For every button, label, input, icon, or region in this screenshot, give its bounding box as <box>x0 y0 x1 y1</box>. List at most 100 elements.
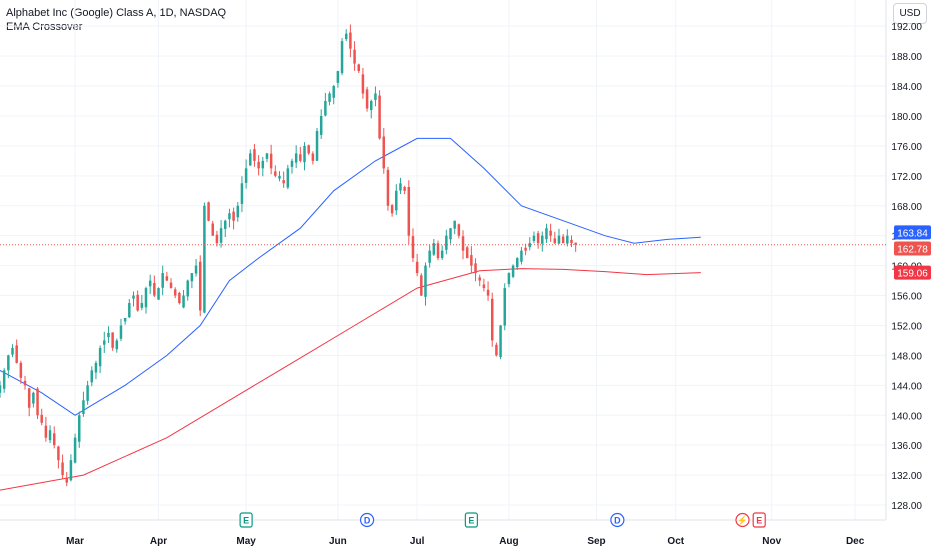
candle-body <box>15 345 18 363</box>
candle-body <box>190 273 194 282</box>
candle-body <box>98 347 102 367</box>
candle-body <box>111 332 114 348</box>
candle-body <box>269 153 273 169</box>
candle-body <box>332 86 335 98</box>
candle-body <box>52 433 56 446</box>
candle-body <box>86 385 89 401</box>
candle-body <box>370 101 373 111</box>
split-marker[interactable] <box>735 512 750 528</box>
x-tick-label: Oct <box>667 536 684 547</box>
candle-body <box>340 41 344 74</box>
indicator-label[interactable]: EMA Crossover <box>6 21 83 33</box>
candle-body <box>82 400 85 414</box>
candle-body <box>123 317 127 322</box>
candle-body <box>407 186 411 236</box>
candle-body <box>445 235 448 250</box>
candle-body <box>165 276 169 281</box>
candle-body <box>449 228 452 240</box>
candle-body <box>549 230 552 236</box>
candle-body <box>261 160 265 169</box>
y-tick-label: 176.00 <box>891 142 922 153</box>
candle-body <box>294 153 298 163</box>
y-tick-label: 180.00 <box>891 112 922 123</box>
candle-body <box>282 180 285 184</box>
candle-body <box>382 136 386 169</box>
candle-body <box>516 258 519 268</box>
candle-body <box>153 283 156 296</box>
candle-body <box>244 168 248 183</box>
candle-body <box>507 273 511 285</box>
ema-fast-price-label-bg <box>894 225 931 240</box>
candle-body <box>566 235 569 244</box>
candle-body <box>453 220 456 229</box>
y-tick-label: 188.00 <box>891 52 922 63</box>
ema-fast-price-label: 163.84 <box>897 228 928 239</box>
ema-fast-line <box>0 137 701 416</box>
candle-body <box>69 460 73 481</box>
event-marker-label: D <box>364 516 371 526</box>
ema-slow-line <box>0 268 701 491</box>
dividend-marker[interactable] <box>610 512 625 528</box>
candle-body <box>499 325 502 357</box>
candle-body <box>132 295 135 299</box>
candle-body <box>23 380 27 386</box>
candle-body <box>328 93 331 102</box>
ema-slow-price-label-bg <box>894 265 931 280</box>
earnings-marker[interactable] <box>464 512 478 528</box>
x-tick-label: May <box>236 536 256 547</box>
y-tick-label: 144.00 <box>891 381 922 392</box>
x-tick-label: Jun <box>329 536 347 547</box>
event-marker-label: D <box>614 516 621 526</box>
candle-body <box>128 303 131 318</box>
dividend-marker[interactable] <box>359 512 375 528</box>
candle-body <box>353 49 356 64</box>
x-tick-label: Dec <box>846 536 865 547</box>
candle-body <box>424 265 427 297</box>
candle-body <box>203 205 206 313</box>
y-tick-label: 136.00 <box>891 441 922 452</box>
candle-body <box>336 71 340 83</box>
candle-body <box>232 211 235 221</box>
candle-body <box>278 175 281 179</box>
y-tick-label: 156.00 <box>891 292 922 303</box>
candle-body <box>432 243 436 255</box>
candle-body <box>503 288 506 326</box>
candle-body <box>78 415 81 442</box>
candle-body <box>274 171 277 176</box>
candle-body <box>2 370 6 389</box>
candle-body <box>7 355 10 371</box>
x-tick-label: Sep <box>587 536 605 547</box>
earnings-marker[interactable] <box>752 512 766 528</box>
candle-body <box>528 243 532 248</box>
candle-body <box>19 362 23 378</box>
x-tick-label: Aug <box>499 536 518 547</box>
y-tick-label: 184.00 <box>891 82 922 93</box>
candle-body <box>173 289 177 296</box>
candle-body <box>386 169 390 206</box>
candle-body <box>511 265 515 277</box>
candle-body <box>103 340 106 345</box>
candle-body <box>73 437 77 463</box>
candle-body <box>249 153 252 166</box>
candle-body <box>457 224 461 236</box>
candle-body <box>436 243 440 259</box>
candle-body <box>440 250 444 258</box>
symbol-title[interactable]: Alphabet Inc (Google) Class A, 1D, NASDA… <box>6 7 227 19</box>
candle-body <box>44 425 48 438</box>
candle-body <box>40 414 43 423</box>
candle-body <box>90 370 94 383</box>
candle-body <box>357 64 360 72</box>
candle-body <box>520 250 523 262</box>
candle-body <box>286 168 290 188</box>
earnings-marker[interactable] <box>239 512 253 528</box>
currency-button[interactable]: USD <box>893 3 927 24</box>
candle-body <box>482 284 486 289</box>
candle-body <box>265 153 269 159</box>
candle-body <box>299 154 302 161</box>
candle-body <box>574 242 577 245</box>
candle-body <box>198 261 202 311</box>
candle-body <box>107 332 110 338</box>
candle-body <box>115 340 119 350</box>
candle-body <box>11 347 14 355</box>
